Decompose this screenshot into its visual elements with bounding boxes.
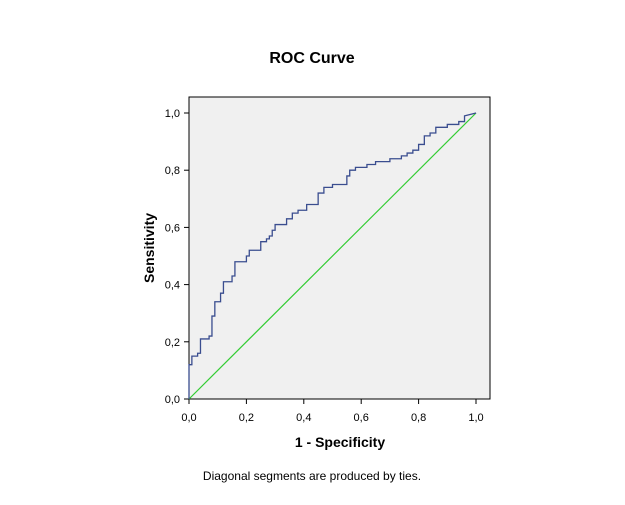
y-tick-label: 1,0 xyxy=(165,108,180,120)
y-tick-label: 0,6 xyxy=(165,222,180,234)
x-tick-label: 0,2 xyxy=(239,412,254,424)
reference-diagonal-line xyxy=(188,112,477,400)
chart-footnote: Diagonal segments are produced by ties. xyxy=(203,469,421,483)
y-tick-label: 0,2 xyxy=(165,337,180,349)
x-tick-label: 0,0 xyxy=(181,412,196,424)
x-tick-label: 0,4 xyxy=(296,412,311,424)
y-tick-label: 0,0 xyxy=(165,394,180,406)
series-layer xyxy=(188,112,477,400)
y-tick-label: 0,8 xyxy=(165,165,180,177)
y-tick-label: 0,4 xyxy=(165,280,180,292)
x-axis-label: 1 - Specificity xyxy=(295,434,385,450)
y-axis-label: Sensitivity xyxy=(141,213,157,283)
y-axis-ticks: 0,0 0,2 0,4 0,6 0,8 1,0 xyxy=(165,108,189,406)
x-tick-label: 0,8 xyxy=(411,412,426,424)
x-tick-label: 0,6 xyxy=(354,412,369,424)
chart-title: ROC Curve xyxy=(269,50,354,67)
x-axis-ticks: 0,0 0,2 0,4 0,6 0,8 1,0 xyxy=(181,399,484,424)
roc-curve-line xyxy=(188,112,477,399)
x-tick-label: 1,0 xyxy=(468,412,483,424)
